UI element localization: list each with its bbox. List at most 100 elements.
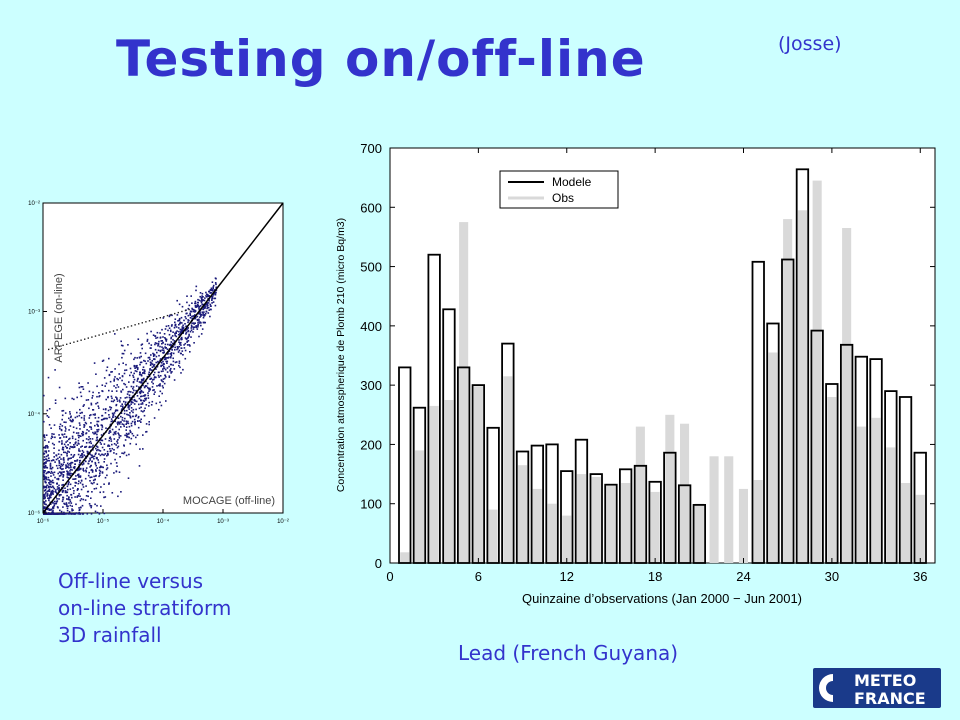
scatter-point [165, 338, 168, 341]
scatter-point [90, 402, 93, 405]
model-bar [412, 406, 427, 564]
scatter-point [134, 400, 136, 402]
scatter-point [192, 331, 194, 333]
model-bar [884, 390, 898, 564]
scatter-point [54, 500, 56, 503]
scatter-point [198, 322, 201, 324]
scatter-point [47, 476, 50, 479]
model-bar [589, 473, 603, 564]
scatter-point [116, 465, 118, 467]
scatter-point [111, 371, 113, 373]
scatter-point [75, 503, 77, 506]
scatter-point [189, 312, 191, 315]
scatter-point [127, 391, 129, 393]
scatter-point [47, 471, 50, 474]
scatter-point [85, 469, 87, 472]
scatter-point [89, 426, 91, 428]
scatter-point [97, 420, 100, 423]
scatter-point [137, 338, 140, 340]
scatter-point [48, 457, 50, 459]
scatter-point [129, 404, 131, 407]
scatter-point [78, 450, 80, 452]
scatter-point [141, 403, 144, 405]
scatter-point [164, 357, 167, 359]
scatter-point [155, 342, 158, 345]
scatter-point [62, 474, 65, 476]
scatter-point [180, 344, 182, 346]
scatter-point [113, 431, 116, 434]
scatter-point [84, 455, 87, 458]
scatter-point [82, 388, 85, 390]
scatter-point [51, 442, 54, 445]
scatter-point [65, 465, 67, 467]
scatter-point [210, 305, 212, 307]
scatter-point [114, 420, 117, 423]
scatter-point [115, 396, 117, 398]
scatter-point [69, 488, 72, 490]
scatter-point [108, 445, 111, 447]
scatter-point [107, 409, 110, 412]
scatter-point [90, 482, 93, 484]
scatter-point [173, 379, 176, 381]
scatter-point [94, 424, 96, 427]
scatter-point [140, 355, 142, 358]
scatter-point [169, 370, 172, 372]
scatter-point [90, 513, 93, 515]
scatter-point [96, 433, 98, 436]
scatter-point [99, 470, 102, 473]
scatter-point [85, 445, 88, 448]
scatter-point [165, 358, 167, 360]
scatter-point [127, 326, 129, 328]
scatter-point [152, 334, 155, 336]
scatter-point [143, 395, 145, 397]
scatter-point [202, 316, 205, 319]
scatter-point [114, 333, 116, 335]
scatter-point [137, 377, 139, 380]
scatter-point [84, 446, 86, 448]
scatter-point [192, 322, 195, 324]
scatter-point [83, 417, 85, 419]
scatter-point [103, 496, 105, 499]
scatter-point [49, 481, 52, 483]
scatter-point [118, 437, 121, 439]
scatter-point [184, 349, 187, 352]
scatter-point [43, 466, 45, 469]
scatter-point [90, 506, 92, 509]
scatter-point [116, 384, 118, 386]
model-bar [574, 438, 589, 564]
scatter-point [138, 465, 141, 467]
scatter-point [69, 425, 72, 427]
scatter-point [104, 408, 107, 411]
scatter-point [170, 313, 172, 316]
scatter-point [121, 452, 123, 454]
scatter-point [170, 367, 172, 370]
scatter-point [43, 446, 46, 449]
scatter-point [127, 344, 129, 346]
scatter-point [136, 395, 139, 397]
scatter-point [179, 328, 182, 331]
scatter-point [72, 492, 75, 495]
scatter-point [148, 405, 150, 407]
scatter-point [169, 314, 171, 317]
scatter-point [45, 487, 48, 489]
scatter-point [199, 305, 202, 307]
scatter-point [162, 317, 165, 319]
scatter-point [112, 400, 115, 403]
scatter-point [140, 361, 143, 364]
scatter-point [150, 347, 152, 349]
scatter-point [126, 396, 128, 399]
scatter-point [192, 310, 195, 313]
scatter-point [153, 371, 156, 374]
scatter-point [72, 509, 74, 511]
scatter-point [58, 462, 61, 464]
scatter-point [100, 434, 103, 436]
scatter-point [142, 448, 144, 450]
scatter-point [178, 360, 181, 363]
scatter-point [54, 490, 56, 493]
scatter-point [74, 463, 76, 465]
scatter-point [188, 333, 190, 336]
scatter-point [77, 474, 79, 477]
scatter-point [214, 292, 216, 295]
scatter-point [117, 421, 119, 423]
scatter-point [136, 434, 139, 436]
